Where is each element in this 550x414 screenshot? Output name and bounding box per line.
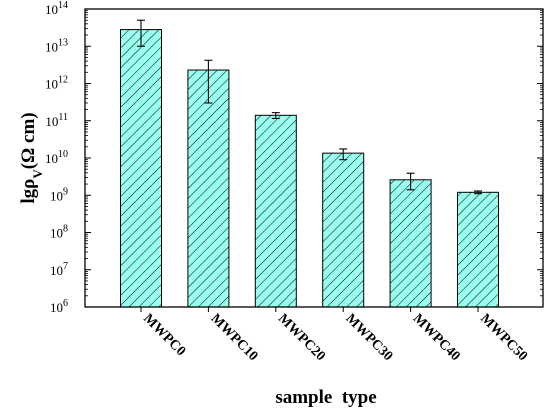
y-axis-title-subscript: V: [30, 169, 45, 179]
y-tick-label-base: 10: [45, 77, 58, 92]
x-tick-label-mwpc0: MWPC0: [140, 311, 188, 359]
x-axis-tick-labels: MWPC0 MWPC10 MWPC20 MWPC30 MWPC40 MWPC50: [140, 307, 530, 364]
y-axis-title-unit: (Ω cm): [18, 112, 39, 169]
error-bar-mwpc50: [474, 190, 482, 195]
error-bar-mwpc20: [271, 112, 280, 120]
bars-group: [120, 29, 499, 308]
bar-hatch: [322, 152, 365, 308]
y-tick-label-exponent: 13: [58, 37, 68, 48]
y-tick-label-6: 106: [50, 298, 68, 315]
y-tick-label-12: 1012: [45, 75, 68, 92]
bar-mwpc30: [322, 152, 365, 308]
y-tick-label-exponent: 10: [58, 149, 68, 160]
error-bar-mwpc10: [204, 59, 213, 104]
y-tick-label-base: 10: [50, 226, 63, 241]
x-axis-title: sample type: [275, 387, 376, 408]
y-tick-label-base: 10: [45, 39, 58, 54]
x-tick-label-mwpc50: MWPC50: [477, 311, 530, 364]
y-tick-label-exponent: 14: [58, 0, 68, 11]
y-tick-label-9: 109: [50, 186, 68, 203]
bar-mwpc0: [120, 29, 162, 308]
bar-mwpc10: [187, 69, 230, 308]
y-tick-label-exponent: 8: [63, 224, 68, 235]
x-tick-label-mwpc40: MWPC40: [410, 311, 463, 364]
y-tick-label-10: 1010: [45, 149, 68, 166]
y-tick-label-13: 1013: [45, 37, 68, 54]
y-tick-label-14: 1014: [45, 0, 68, 17]
x-tick-label-mwpc20: MWPC20: [275, 311, 328, 364]
bar-hatch: [457, 191, 499, 308]
y-tick-label-base: 10: [50, 188, 63, 203]
y-tick-label-8: 108: [50, 224, 68, 241]
y-tick-label-exponent: 9: [63, 186, 68, 197]
y-axis-title-base: lgρ: [18, 179, 39, 204]
x-tick-label-mwpc10: MWPC10: [208, 311, 261, 364]
error-bar-mwpc40: [406, 172, 415, 191]
error-bars-group: [137, 19, 482, 195]
y-axis-ticks: [85, 8, 543, 308]
y-tick-label-7: 107: [50, 261, 68, 278]
y-tick-label-exponent: 6: [63, 298, 68, 309]
y-tick-label-base: 10: [45, 114, 58, 129]
x-tick-label-mwpc30: MWPC30: [342, 311, 395, 364]
bar-mwpc40: [389, 179, 432, 308]
y-tick-label-11: 1011: [45, 112, 68, 129]
bar-mwpc50: [457, 191, 499, 308]
y-tick-label-exponent: 12: [58, 75, 68, 86]
bar-hatch: [120, 29, 162, 308]
y-tick-label-exponent: 7: [63, 261, 68, 272]
error-bar-mwpc30: [339, 148, 348, 161]
y-tick-label-base: 10: [45, 151, 58, 166]
bar-hatch: [254, 114, 297, 308]
bar-hatch: [187, 69, 230, 308]
bar-hatch: [389, 179, 432, 308]
y-tick-label-base: 10: [45, 2, 58, 17]
bar-mwpc20: [254, 114, 297, 308]
y-axis-title: lgρV(Ω cm): [18, 112, 45, 203]
y-tick-label-exponent: 11: [58, 112, 68, 123]
y-tick-label-base: 10: [50, 263, 63, 278]
y-tick-label-base: 10: [50, 300, 63, 315]
error-bar-mwpc0: [137, 19, 145, 47]
